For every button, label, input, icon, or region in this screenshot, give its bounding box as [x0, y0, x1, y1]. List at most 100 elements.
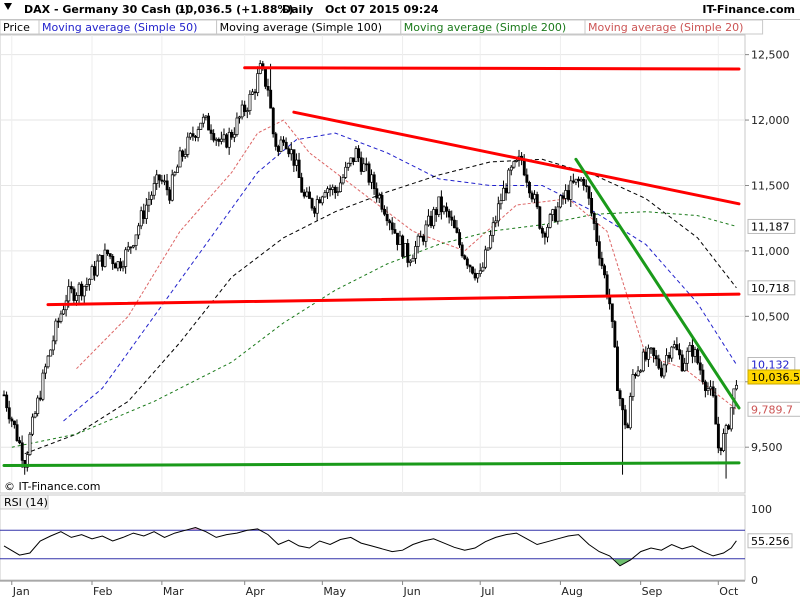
candle — [468, 264, 472, 273]
legend-label-2: Moving average (Simple 100) — [220, 21, 382, 34]
candle — [665, 348, 669, 373]
candle-body — [584, 185, 588, 187]
value-badge-ma200 — [747, 218, 796, 234]
candle — [13, 420, 16, 429]
candle — [284, 137, 288, 150]
copyright-text: © IT-Finance.com — [4, 480, 101, 493]
candle-body — [634, 374, 638, 377]
candle — [31, 413, 35, 437]
candle-body — [551, 209, 555, 215]
candle — [377, 192, 381, 204]
candle-body — [533, 194, 537, 200]
candle-body — [481, 266, 485, 272]
candle — [455, 220, 459, 234]
collapse-arrow-icon[interactable] — [4, 3, 12, 10]
candle — [46, 355, 50, 369]
candle — [346, 162, 350, 171]
candle-body — [556, 206, 560, 222]
timeframe: Daily — [282, 3, 313, 16]
candle — [44, 363, 47, 380]
candle-body — [248, 93, 252, 111]
candle-body — [315, 199, 319, 214]
candle-body — [339, 182, 342, 192]
candle-body — [333, 186, 337, 194]
candle-body — [377, 194, 381, 199]
candle-body — [597, 241, 601, 259]
candle-body — [264, 68, 267, 87]
candle-body — [56, 320, 60, 323]
candle-body — [675, 344, 679, 351]
candle-body — [476, 273, 480, 279]
candle-body — [31, 416, 35, 435]
candle — [155, 169, 159, 191]
candle-body — [344, 166, 348, 178]
candle — [735, 380, 738, 391]
candle — [18, 436, 22, 445]
candle-body — [714, 395, 718, 425]
candle-body — [688, 345, 692, 352]
candle — [626, 422, 630, 429]
candle — [647, 344, 650, 368]
candle — [328, 184, 332, 197]
candle-body — [13, 420, 16, 426]
candle-body — [522, 159, 526, 176]
candle-body — [160, 179, 164, 182]
candle — [176, 164, 179, 173]
candle-body — [95, 260, 99, 276]
ma20-line — [76, 119, 737, 410]
candle — [460, 242, 464, 258]
candle-body — [678, 349, 682, 356]
candle-body — [10, 418, 14, 422]
candle — [72, 286, 76, 304]
candle-body — [421, 236, 425, 242]
candle — [49, 349, 53, 357]
price-panel-frame — [0, 34, 746, 494]
candle — [540, 226, 544, 238]
rsi-tick-label-0: 100 — [751, 503, 772, 516]
candle — [339, 176, 342, 193]
candle-body — [665, 355, 669, 366]
candle — [165, 173, 169, 196]
candle-body — [106, 249, 110, 254]
candle — [354, 146, 358, 162]
legend-label-3: Moving average (Simple 200) — [404, 21, 566, 34]
candle-body — [282, 139, 286, 143]
candle — [261, 60, 265, 71]
candle-body — [458, 232, 462, 246]
candle-body — [305, 191, 309, 197]
candle — [704, 379, 707, 398]
candle — [714, 388, 718, 425]
candle-body — [484, 249, 487, 268]
candle — [546, 224, 550, 243]
candle-body — [641, 351, 645, 372]
rsi-value-label: 55.256 — [751, 535, 790, 548]
value-badge-label-ma20: 9,789.7 — [751, 403, 793, 416]
candle-body — [660, 367, 663, 377]
candle — [411, 254, 415, 262]
rsi-value-badge — [747, 533, 793, 549]
candle — [696, 347, 700, 365]
candle-body — [590, 197, 594, 214]
candle — [80, 281, 84, 301]
candle — [207, 112, 211, 131]
candle — [603, 263, 606, 279]
candle — [331, 184, 335, 196]
candle-body — [142, 210, 146, 219]
candle — [10, 416, 14, 428]
candle-body — [595, 223, 599, 242]
candle — [245, 107, 249, 119]
candle-body — [530, 192, 534, 200]
candle — [305, 187, 309, 198]
candle-body — [33, 413, 37, 418]
candle — [121, 260, 125, 272]
candle — [150, 191, 154, 205]
value-badge-label-last: 10,036.5 — [751, 371, 800, 384]
candle-body — [582, 178, 586, 186]
rsi-overbought-fill — [187, 527, 201, 531]
candle — [183, 148, 187, 159]
candle — [489, 230, 493, 250]
candle — [683, 357, 687, 372]
candle — [667, 352, 671, 363]
candle — [698, 355, 702, 375]
